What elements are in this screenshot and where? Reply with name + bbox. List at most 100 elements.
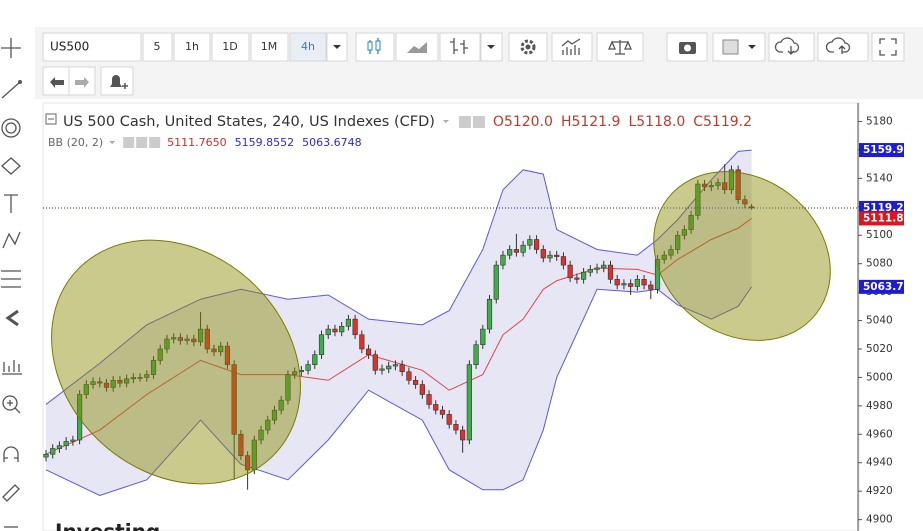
price-tag [859, 200, 904, 215]
candles-button[interactable] [355, 32, 395, 62]
indicator-name: BB (20, 2) [48, 136, 103, 149]
candle-body [607, 264, 614, 280]
candle-body [466, 364, 472, 441]
pattern-tool[interactable] [2, 231, 21, 249]
y-tick-label: 5180 [866, 115, 893, 127]
bars-button[interactable] [439, 32, 481, 62]
candle-body [587, 269, 593, 273]
candle-body [271, 409, 278, 421]
ohlc-value: H5121.9 [561, 114, 621, 130]
candle-body [352, 318, 358, 336]
symbol-box[interactable] [42, 32, 142, 62]
collapse-box[interactable] [45, 113, 57, 125]
indicator-value: 5063.6748 [302, 136, 362, 149]
icon [18, 80, 22, 84]
legend-arrow [442, 120, 449, 123]
candle-body [150, 360, 157, 375]
text-tool[interactable] [4, 194, 18, 213]
icon [825, 37, 851, 54]
candle-body [668, 249, 674, 256]
candle-body [688, 215, 694, 230]
interval-button-active[interactable] [289, 32, 327, 62]
plot-frame [42, 102, 860, 531]
candle-body [439, 409, 446, 415]
hide-tool[interactable] [5, 309, 19, 327]
fib-tool[interactable] [1, 118, 21, 138]
candle-body [379, 368, 385, 371]
magnet-tool[interactable] [3, 446, 19, 462]
candle-body [197, 328, 204, 343]
interval-button[interactable] [173, 32, 211, 62]
symbol: US500 [50, 40, 89, 54]
y-tick-label: 5040 [866, 315, 893, 327]
candle-body [715, 182, 721, 186]
candle-body [204, 328, 210, 350]
candle-body [56, 445, 63, 449]
highlight-ellipse [653, 171, 831, 341]
band-lower [45, 286, 753, 496]
icon [608, 40, 632, 55]
candle-body [641, 279, 647, 286]
interval-button[interactable] [211, 32, 250, 62]
candle-body [339, 325, 345, 333]
icon [75, 77, 89, 88]
candle-body [701, 183, 708, 188]
candle-body [574, 277, 580, 280]
price-axis: 4900492049404960498050005020504050605080… [858, 115, 904, 526]
legend-icon [123, 137, 135, 148]
icon [375, 40, 381, 51]
candle-body [177, 337, 184, 341]
candle-body [117, 379, 123, 384]
line-tool[interactable] [1, 81, 21, 99]
candle-body [399, 364, 405, 373]
y-tick-label: 4980 [866, 400, 893, 412]
legend-icon [472, 116, 485, 128]
indicator-value: 5111.7650 [167, 136, 227, 149]
highlight-ellipse [51, 239, 301, 485]
indicator-value: 5159.8552 [235, 136, 295, 149]
indicators-button[interactable] [551, 32, 593, 62]
candle-body [265, 419, 271, 431]
candle-body [628, 283, 634, 287]
candle-body [77, 394, 83, 441]
candle-body [171, 337, 177, 340]
candle-body [164, 338, 170, 350]
area-button[interactable] [395, 32, 439, 62]
interval-button[interactable] [250, 32, 289, 62]
zoom-tool[interactable] [2, 395, 18, 411]
interval-button[interactable] [142, 32, 173, 62]
candle-body [554, 254, 560, 257]
candle-body [211, 348, 217, 353]
legend-icon [149, 137, 161, 148]
candle-body [681, 229, 687, 236]
icon [122, 83, 128, 89]
candle-body [70, 439, 76, 442]
y-tick-label: 4900 [866, 514, 893, 526]
icon [774, 37, 800, 55]
interval-label: 1M [261, 40, 278, 53]
icon [722, 39, 739, 55]
interval-label: 5 [154, 40, 161, 53]
left-toolbar [1, 38, 22, 528]
icon [520, 39, 536, 55]
candle-body [453, 424, 459, 431]
candle-body [493, 264, 499, 300]
interval-buttons: 5 1h 1D 1M 4h [142, 32, 348, 62]
y-tick-label: 5100 [866, 229, 893, 241]
measure-tool[interactable] [2, 360, 22, 375]
template-button[interactable] [712, 32, 766, 62]
shape-tool[interactable] [1, 157, 21, 175]
candle-body [406, 371, 412, 381]
candle-body [184, 338, 190, 341]
chart-title: US 500 Cash, United States, 240, US Inde… [63, 114, 435, 130]
lock-tool[interactable] [2, 484, 20, 502]
candle-body [540, 249, 546, 259]
y-tick-label: 4960 [866, 428, 893, 440]
fullscreen-button[interactable] [871, 32, 905, 62]
gann-tool[interactable] [1, 270, 21, 288]
crosshair-tool[interactable] [1, 38, 21, 58]
candle-body [433, 404, 439, 411]
plot-area [43, 149, 858, 496]
candle-body [614, 279, 620, 286]
